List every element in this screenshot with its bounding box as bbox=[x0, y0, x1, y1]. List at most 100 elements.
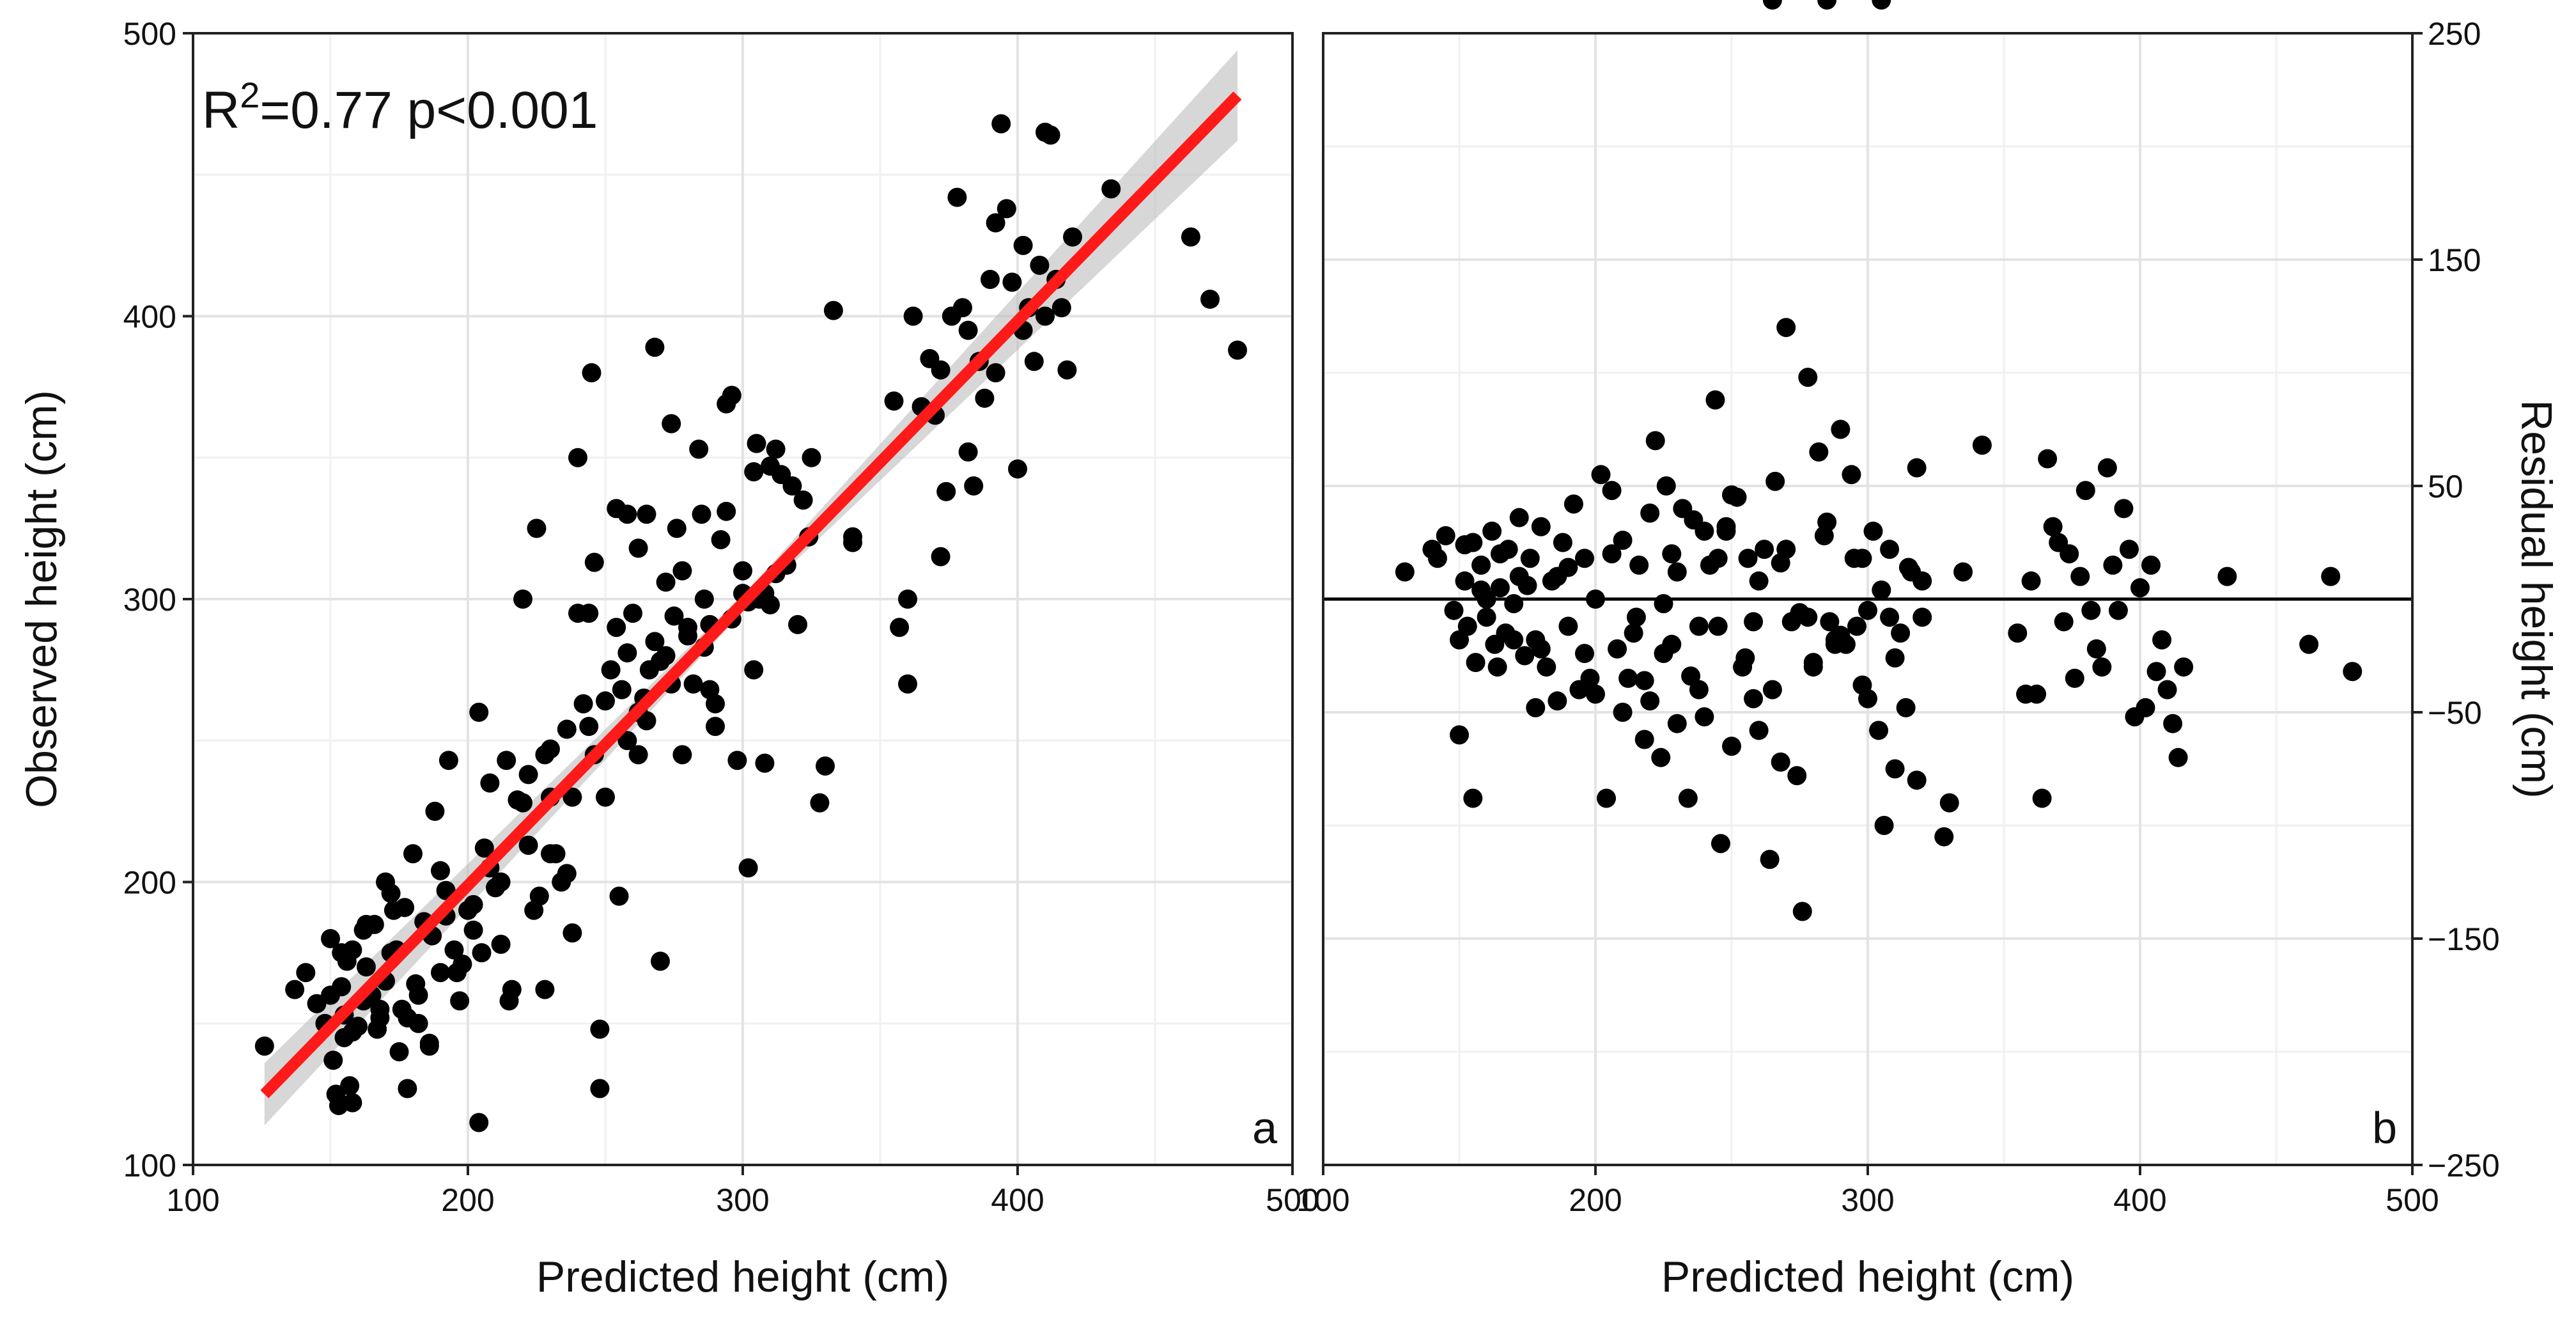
data-point bbox=[1972, 435, 1992, 455]
data-point bbox=[1722, 737, 1741, 756]
data-point bbox=[816, 756, 835, 776]
y-tick-label: 400 bbox=[123, 299, 176, 335]
data-point bbox=[1844, 549, 1864, 568]
data-point bbox=[958, 320, 978, 340]
panel-b-letter: b bbox=[2372, 1103, 2397, 1153]
data-point bbox=[2076, 481, 2095, 501]
data-point bbox=[2114, 499, 2134, 519]
data-point bbox=[1744, 612, 1764, 632]
panel-a-x-axis-title: Predicted height (cm) bbox=[536, 1253, 949, 1301]
data-point bbox=[1563, 494, 1583, 514]
data-point bbox=[1792, 902, 1812, 921]
data-point bbox=[1654, 643, 1673, 663]
data-point bbox=[1553, 533, 1572, 552]
y-tick-label: 300 bbox=[123, 582, 176, 618]
data-point bbox=[1490, 578, 1510, 598]
data-point bbox=[617, 643, 637, 663]
data-point bbox=[964, 476, 984, 496]
data-point bbox=[692, 504, 711, 524]
x-tick-label: 300 bbox=[716, 1182, 769, 1218]
data-point bbox=[2021, 571, 2041, 591]
data-point bbox=[469, 1113, 489, 1132]
data-point bbox=[343, 1022, 362, 1042]
data-point bbox=[1705, 390, 1725, 410]
x-tick-label: 200 bbox=[1569, 1182, 1622, 1218]
data-point bbox=[651, 951, 670, 971]
data-point bbox=[810, 793, 830, 813]
data-point bbox=[518, 765, 538, 785]
data-point bbox=[1825, 634, 1845, 654]
data-point bbox=[1771, 553, 1790, 573]
data-point bbox=[1586, 590, 1605, 609]
data-point bbox=[1057, 360, 1077, 380]
data-point bbox=[2141, 555, 2161, 575]
data-point bbox=[2152, 630, 2172, 650]
x-tick-label: 200 bbox=[441, 1182, 494, 1218]
data-point bbox=[2060, 544, 2079, 564]
data-point bbox=[2054, 612, 2074, 632]
data-point bbox=[617, 504, 637, 524]
data-point bbox=[931, 360, 950, 380]
data-point bbox=[480, 773, 500, 793]
data-point bbox=[2008, 623, 2028, 643]
data-point bbox=[843, 533, 862, 552]
data-point bbox=[2097, 458, 2117, 478]
data-point bbox=[1634, 730, 1654, 749]
data-point bbox=[1874, 816, 1894, 835]
data-point bbox=[1689, 616, 1709, 636]
data-point bbox=[903, 306, 923, 326]
data-point bbox=[1708, 616, 1728, 636]
data-point bbox=[1602, 481, 1622, 501]
data-point bbox=[285, 980, 305, 999]
data-point bbox=[1558, 616, 1578, 636]
data-point bbox=[651, 652, 670, 671]
data-point bbox=[1509, 508, 1529, 527]
data-point bbox=[1762, 0, 1782, 10]
data-point bbox=[1817, 512, 1837, 532]
data-point bbox=[1624, 623, 1643, 643]
data-point bbox=[1574, 549, 1594, 568]
data-point bbox=[1695, 707, 1714, 727]
data-point bbox=[1450, 725, 1469, 745]
data-point bbox=[296, 963, 316, 983]
data-point bbox=[463, 894, 483, 914]
data-point bbox=[2092, 657, 2112, 677]
data-point bbox=[1654, 594, 1673, 614]
panel-b-ticks: 100 200 300 400 500−250 −150 −50 50 150 250 bbox=[1296, 16, 2499, 1218]
panel-a-letter: a bbox=[1252, 1103, 1277, 1153]
data-point bbox=[931, 547, 950, 566]
data-point bbox=[1634, 671, 1654, 691]
data-point bbox=[1939, 793, 1959, 813]
data-point bbox=[343, 1093, 362, 1113]
data-point bbox=[1063, 227, 1082, 247]
data-point bbox=[755, 753, 775, 773]
data-point bbox=[398, 1079, 417, 1098]
data-point bbox=[2081, 600, 2101, 620]
data-point bbox=[689, 439, 709, 459]
data-point bbox=[1024, 352, 1044, 371]
data-point bbox=[2130, 578, 2150, 598]
data-point bbox=[802, 448, 821, 467]
data-point bbox=[683, 674, 703, 694]
data-point bbox=[1885, 759, 1905, 779]
data-point bbox=[672, 745, 692, 765]
data-point bbox=[975, 388, 995, 408]
y-tick-label: 150 bbox=[2428, 242, 2481, 278]
data-point bbox=[469, 703, 489, 722]
data-point bbox=[590, 1019, 610, 1039]
data-point bbox=[1869, 721, 1889, 740]
data-point bbox=[499, 991, 519, 1011]
data-point bbox=[1738, 549, 1758, 568]
r-exponent: 2 bbox=[240, 75, 260, 115]
data-point bbox=[1722, 485, 1741, 505]
data-point bbox=[1678, 788, 1698, 808]
data-point bbox=[1880, 607, 1900, 627]
data-point bbox=[1586, 684, 1605, 704]
data-point bbox=[1602, 544, 1622, 564]
data-point bbox=[958, 442, 978, 462]
data-point bbox=[2086, 639, 2106, 659]
data-point bbox=[628, 745, 648, 765]
data-point bbox=[628, 538, 648, 558]
data-point bbox=[1640, 691, 1660, 711]
data-point bbox=[1626, 607, 1646, 627]
